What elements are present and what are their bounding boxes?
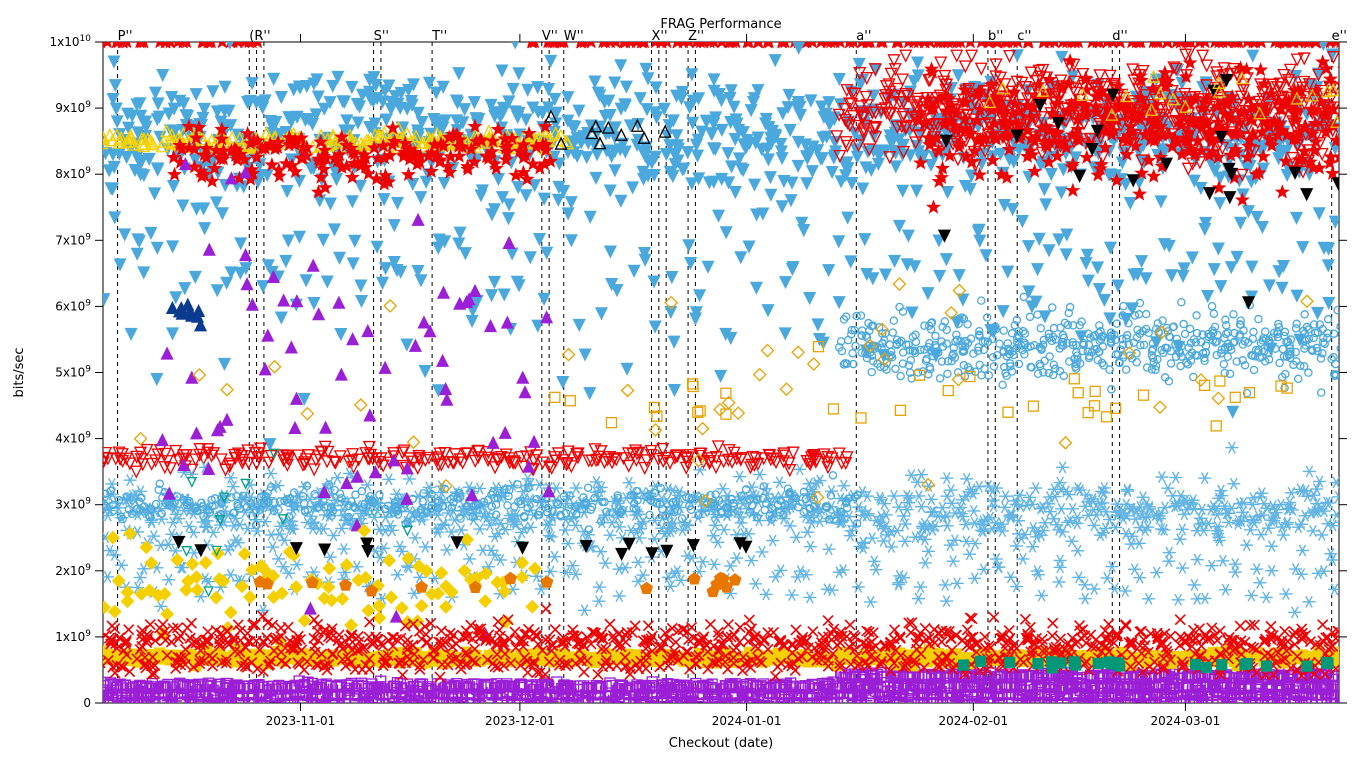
series-skyblue-tri-down-mid — [91, 139, 1341, 450]
svg-text:2023-12-01: 2023-12-01 — [485, 714, 555, 728]
svg-text:P'': P'' — [118, 29, 133, 44]
svg-text:FRAG Performance: FRAG Performance — [660, 17, 781, 32]
svg-text:V'': V'' — [542, 29, 558, 44]
series-darkblue-tri — [167, 299, 206, 331]
series-red-x — [100, 604, 1343, 679]
svg-text:T'': T'' — [431, 29, 447, 44]
svg-text:2024-01-01: 2024-01-01 — [712, 714, 782, 728]
svg-text:X'': X'' — [652, 29, 668, 44]
series-skyblue-circ-open2 — [97, 472, 862, 533]
svg-text:W'': W'' — [564, 29, 584, 44]
svg-text:d'': d'' — [1112, 29, 1127, 44]
svg-text:2023-11-01: 2023-11-01 — [266, 714, 336, 728]
svg-text:S'': S'' — [374, 29, 389, 44]
svg-text:2x109: 2x109 — [55, 563, 91, 578]
svg-text:1x109: 1x109 — [55, 629, 91, 644]
series-red-star-top — [95, 36, 1347, 47]
svg-text:Checkout (date): Checkout (date) — [669, 736, 773, 751]
svg-text:b'': b'' — [988, 29, 1003, 44]
svg-text:c'': c'' — [1017, 29, 1031, 44]
svg-text:6x109: 6x109 — [55, 298, 91, 313]
svg-text:1x1010: 1x1010 — [50, 34, 92, 49]
svg-text:9x109: 9x109 — [55, 100, 91, 115]
svg-text:5x109: 5x109 — [55, 365, 91, 380]
svg-text:4x109: 4x109 — [55, 431, 91, 446]
svg-text:(R'': (R'' — [249, 29, 270, 44]
svg-text:Z'': Z'' — [688, 29, 704, 44]
svg-text:2024-02-01: 2024-02-01 — [938, 714, 1008, 728]
svg-text:7x109: 7x109 — [55, 232, 91, 247]
svg-text:bits/sec: bits/sec — [12, 347, 27, 397]
svg-text:3x109: 3x109 — [55, 497, 91, 512]
svg-text:a'': a'' — [856, 29, 871, 44]
svg-text:8x109: 8x109 — [55, 166, 91, 181]
svg-text:2024-03-01: 2024-03-01 — [1151, 714, 1221, 728]
frag-performance-chart: 0 1x109 2x109 3x109 4x109 5x109 6x109 7x109 8x10… — [0, 0, 1360, 768]
svg-text:e'': e'' — [1332, 29, 1347, 44]
svg-text:0: 0 — [83, 696, 91, 710]
